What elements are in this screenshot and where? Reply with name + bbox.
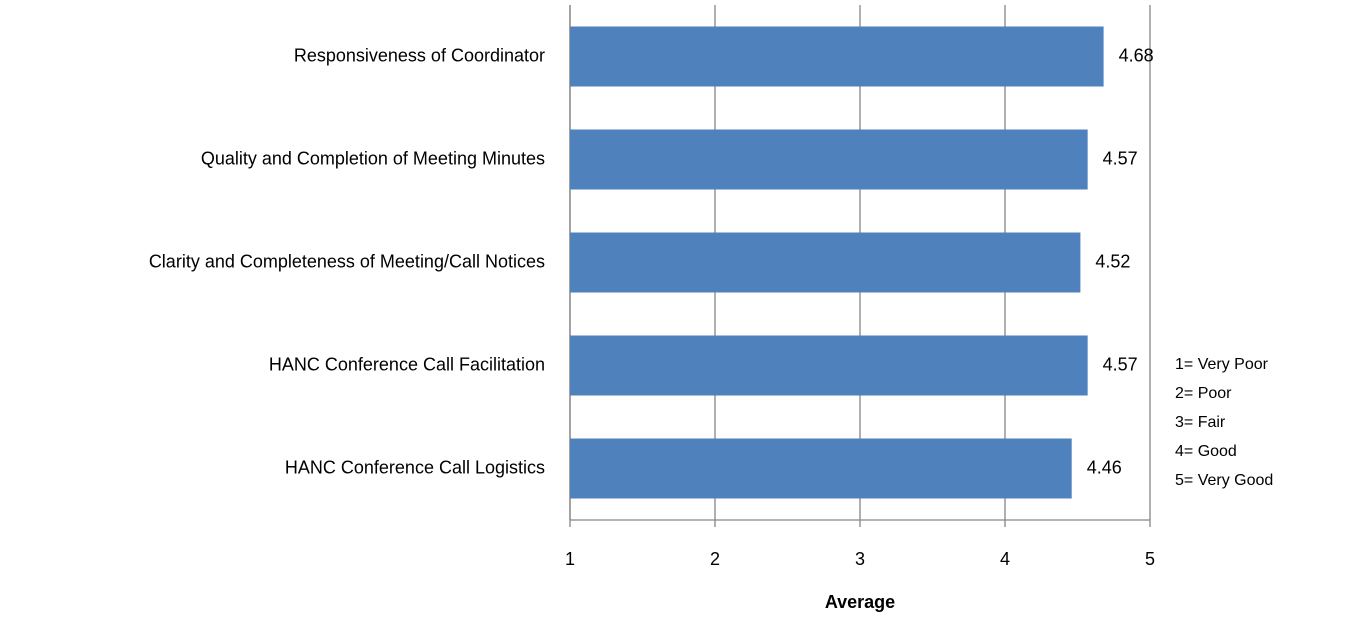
data-label: 4.68 [1119, 45, 1154, 65]
data-label: 4.57 [1103, 354, 1138, 374]
x-tick-label: 3 [855, 549, 865, 569]
x-tick-label: 1 [565, 549, 575, 569]
y-tick-label: HANC Conference Call Logistics [285, 457, 545, 477]
x-tick-label: 2 [710, 549, 720, 569]
bar [570, 26, 1104, 87]
legend-note: 5= Very Good [1175, 472, 1273, 489]
y-tick-label: Clarity and Completeness of Meeting/Call… [149, 251, 545, 271]
bar [570, 335, 1088, 396]
y-tick-label: Quality and Completion of Meeting Minute… [201, 148, 545, 168]
data-label: 4.46 [1087, 457, 1122, 477]
x-tick-label: 4 [1000, 549, 1010, 569]
legend-note: 1= Very Poor [1175, 356, 1269, 373]
y-tick-label: HANC Conference Call Facilitation [269, 354, 545, 374]
data-label: 4.52 [1095, 251, 1130, 271]
bar [570, 232, 1081, 293]
data-label: 4.57 [1103, 148, 1138, 168]
x-tick-label: 5 [1145, 549, 1155, 569]
bar [570, 129, 1088, 190]
legend-note: 2= Poor [1175, 385, 1232, 402]
y-tick-label: Responsiveness of Coordinator [294, 45, 545, 65]
x-axis-label: Average [825, 592, 895, 612]
bar [570, 438, 1072, 499]
legend-note: 3= Fair [1175, 414, 1226, 431]
legend-note: 4= Good [1175, 443, 1237, 460]
